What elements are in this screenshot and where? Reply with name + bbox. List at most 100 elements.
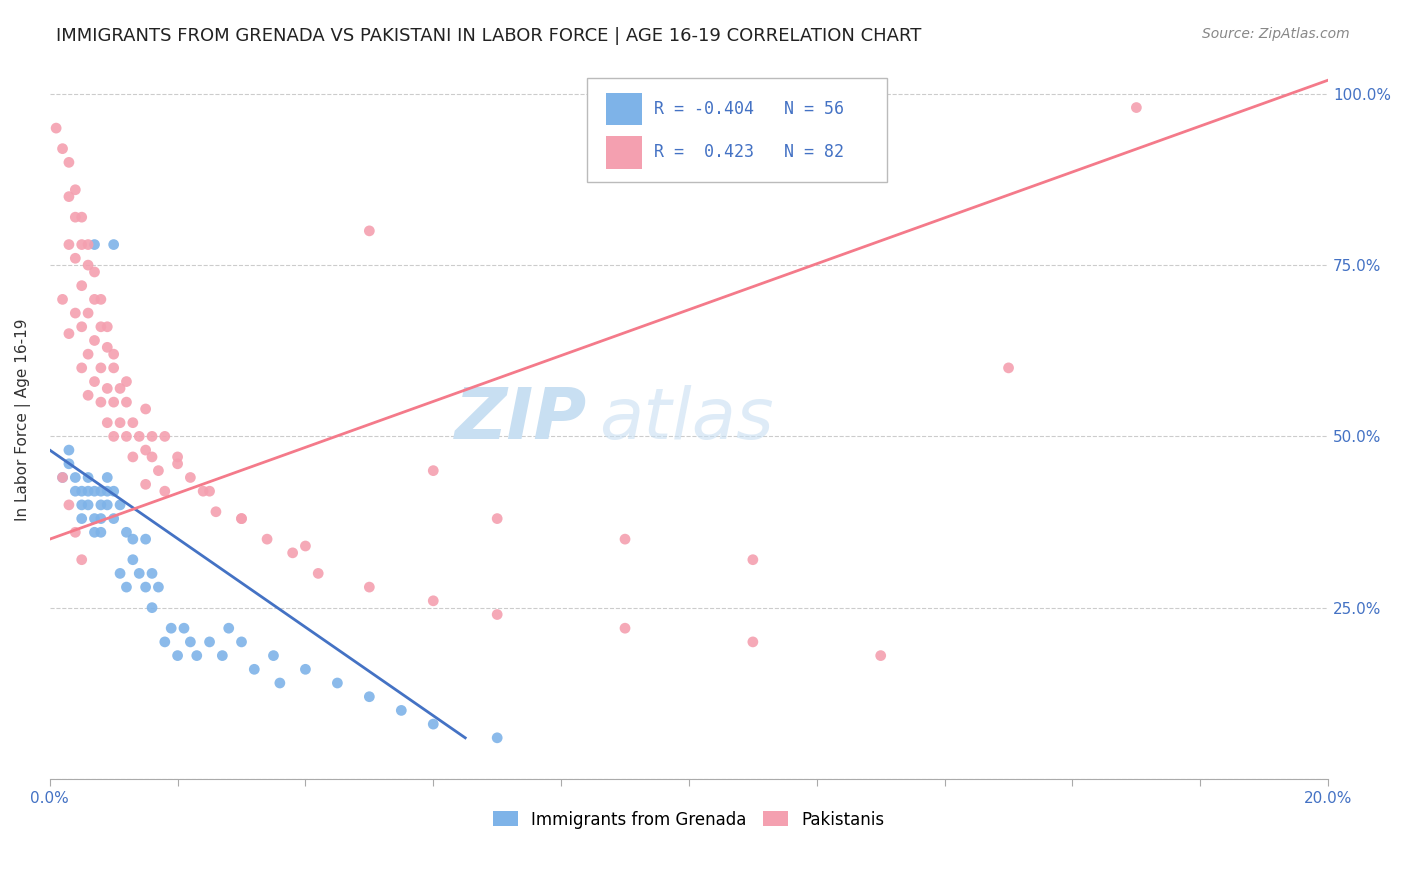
Point — [58, 457, 80, 471]
Point — [90, 395, 112, 409]
Point — [70, 210, 93, 224]
Point — [422, 717, 444, 731]
Text: atlas: atlas — [599, 384, 775, 454]
FancyBboxPatch shape — [586, 78, 887, 182]
Point — [51, 293, 73, 307]
Point — [90, 498, 112, 512]
Point — [115, 525, 138, 540]
Point — [115, 395, 138, 409]
Point — [141, 450, 163, 464]
Point — [121, 532, 143, 546]
Point — [281, 546, 304, 560]
Point — [128, 429, 150, 443]
Point — [70, 552, 93, 566]
Point — [294, 662, 316, 676]
Point — [96, 319, 118, 334]
Point — [65, 484, 87, 499]
Point — [741, 635, 763, 649]
Point — [83, 484, 105, 499]
Point — [77, 306, 100, 320]
Point — [307, 566, 329, 581]
Point — [191, 484, 214, 499]
FancyBboxPatch shape — [606, 136, 641, 169]
Point — [166, 457, 188, 471]
Point — [141, 566, 163, 581]
Point — [70, 498, 93, 512]
FancyBboxPatch shape — [606, 93, 641, 125]
Point — [96, 340, 118, 354]
Point — [77, 258, 100, 272]
Point — [153, 635, 176, 649]
Point — [83, 237, 105, 252]
Point — [741, 552, 763, 566]
Point — [108, 381, 131, 395]
Point — [231, 511, 253, 525]
Point — [58, 189, 80, 203]
Point — [141, 429, 163, 443]
Point — [51, 470, 73, 484]
Point — [58, 443, 80, 458]
Point — [179, 470, 201, 484]
Point — [103, 484, 125, 499]
Point — [103, 395, 125, 409]
Point — [153, 429, 176, 443]
Point — [359, 690, 381, 704]
Point — [198, 635, 221, 649]
Text: Source: ZipAtlas.com: Source: ZipAtlas.com — [1202, 27, 1350, 41]
Point — [256, 532, 278, 546]
Point — [205, 505, 228, 519]
Point — [198, 484, 221, 499]
Point — [389, 703, 412, 717]
Point — [96, 470, 118, 484]
Point — [96, 498, 118, 512]
Point — [166, 450, 188, 464]
Point — [83, 334, 105, 348]
Point — [70, 278, 93, 293]
Point — [173, 621, 195, 635]
Point — [96, 416, 118, 430]
Point — [148, 580, 170, 594]
Point — [90, 293, 112, 307]
Point — [83, 511, 105, 525]
Point — [65, 210, 87, 224]
Point — [486, 607, 509, 622]
Point — [211, 648, 233, 663]
Point — [422, 594, 444, 608]
Point — [108, 498, 131, 512]
Point — [121, 416, 143, 430]
Point — [65, 525, 87, 540]
Point — [135, 532, 157, 546]
Point — [83, 525, 105, 540]
Point — [96, 484, 118, 499]
Point — [58, 237, 80, 252]
Point — [263, 648, 285, 663]
Point — [614, 532, 637, 546]
Point — [614, 621, 637, 635]
Point — [326, 676, 349, 690]
Y-axis label: In Labor Force | Age 16-19: In Labor Force | Age 16-19 — [15, 318, 31, 521]
Point — [45, 121, 67, 136]
Point — [869, 648, 891, 663]
Point — [90, 319, 112, 334]
Point — [103, 360, 125, 375]
Point — [77, 388, 100, 402]
Text: R =  0.423   N = 82: R = 0.423 N = 82 — [654, 144, 845, 161]
Point — [359, 580, 381, 594]
Point — [65, 306, 87, 320]
Point — [51, 142, 73, 156]
Legend: Immigrants from Grenada, Pakistanis: Immigrants from Grenada, Pakistanis — [486, 804, 891, 835]
Point — [121, 450, 143, 464]
Point — [148, 464, 170, 478]
Point — [108, 416, 131, 430]
Point — [997, 360, 1019, 375]
Point — [77, 470, 100, 484]
Point — [65, 252, 87, 266]
Point — [231, 635, 253, 649]
Point — [218, 621, 240, 635]
Point — [186, 648, 208, 663]
Point — [83, 265, 105, 279]
Point — [179, 635, 201, 649]
Point — [160, 621, 183, 635]
Point — [121, 552, 143, 566]
Point — [486, 511, 509, 525]
